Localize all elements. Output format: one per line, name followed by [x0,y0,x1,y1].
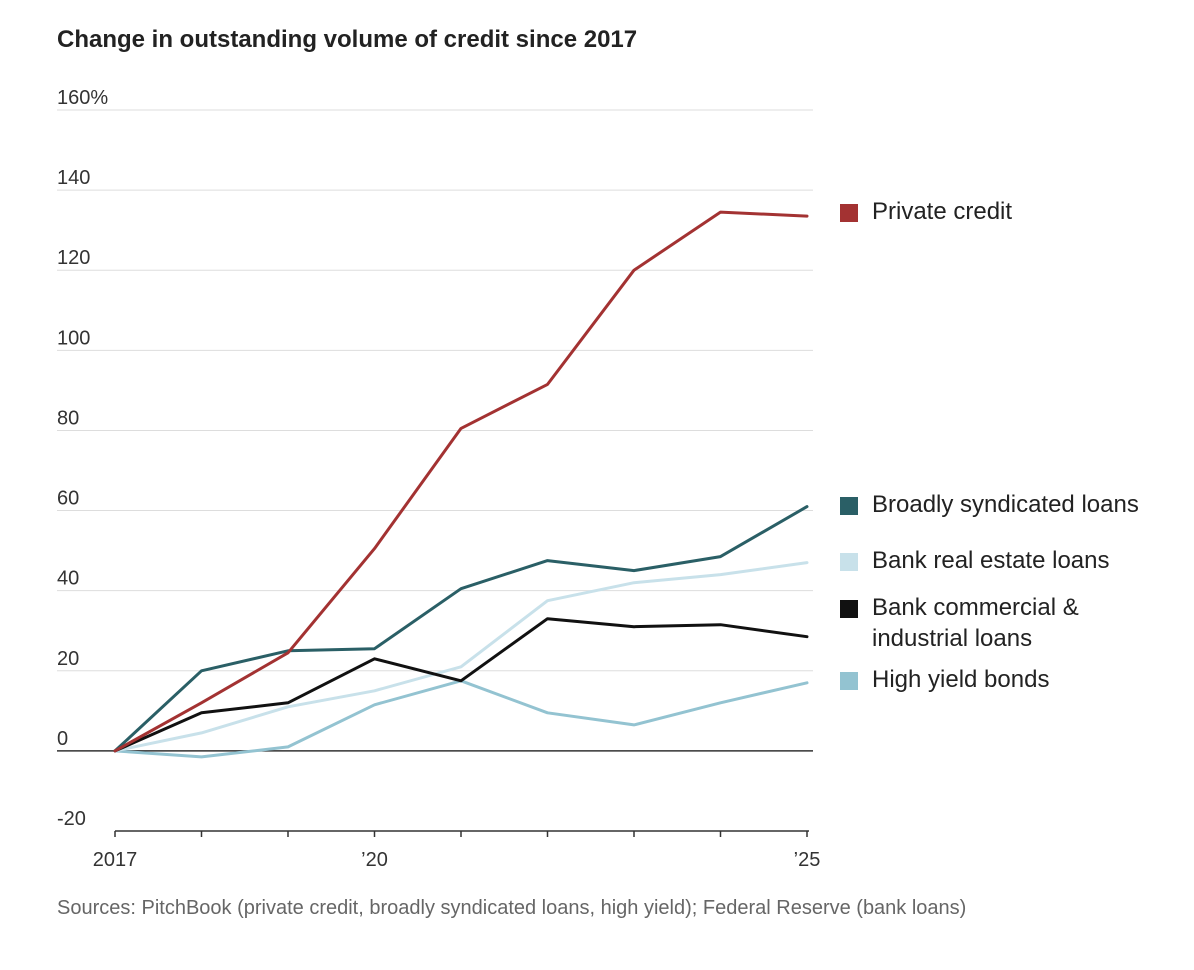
x-tick-label: 2017 [93,849,138,871]
legend-label: Bank real estate loans [872,547,1109,574]
line-chart: 160% 140 120 100 80 60 40 20 0 -20 2017 ’20 ’25 Pri… [57,87,1139,871]
y-axis-labels: 160% 140 120 100 80 60 40 20 0 -20 [57,87,108,830]
legend-swatch [840,553,858,571]
legend-item-bank-commercial-industrial-loans: Bank commercial & industrial loans [840,594,1079,652]
legend-swatch [840,672,858,690]
y-tick-label: 60 [57,488,79,510]
legend-item-high-yield-bonds: High yield bonds [840,666,1049,693]
x-tick-label: ’20 [361,849,388,871]
series-lines [113,210,809,759]
legend-label: Broadly syndicated loans [872,491,1139,518]
source-note: Sources: PitchBook (private credit, broa… [57,897,967,919]
x-axis: 2017 ’20 ’25 [93,830,821,871]
series-line-bank-real-estate-loans [113,561,809,753]
legend: Private credit Broadly syndicated loans Ba… [840,198,1139,693]
x-tick-label: ’25 [794,849,821,871]
y-tick-label: 140 [57,167,90,189]
gridlines [57,109,813,752]
y-tick-label: 0 [57,728,68,750]
y-tick-label: 80 [57,407,79,429]
y-tick-label: 160% [57,87,108,109]
y-tick-label: 40 [57,568,79,590]
legend-swatch [840,600,858,618]
y-tick-label: 120 [57,247,90,269]
legend-item-broadly-syndicated-loans: Broadly syndicated loans [840,491,1139,518]
series-line-bank-commercial-industrial-loans [113,617,809,753]
legend-swatch [840,497,858,515]
series-line-private-credit [113,210,809,753]
y-tick-label: 100 [57,327,90,349]
legend-item-bank-real-estate-loans: Bank real estate loans [840,547,1109,574]
legend-item-private-credit: Private credit [840,198,1012,225]
legend-label: High yield bonds [872,666,1049,693]
y-tick-label: -20 [57,808,86,830]
legend-label: Private credit [872,198,1012,225]
legend-swatch [840,204,858,222]
legend-label: industrial loans [872,625,1032,652]
series-line-broadly-syndicated-loans [113,505,809,753]
legend-label: Bank commercial & [872,594,1079,621]
y-tick-label: 20 [57,648,79,670]
chart-title: Change in outstanding volume of credit s… [57,26,638,53]
